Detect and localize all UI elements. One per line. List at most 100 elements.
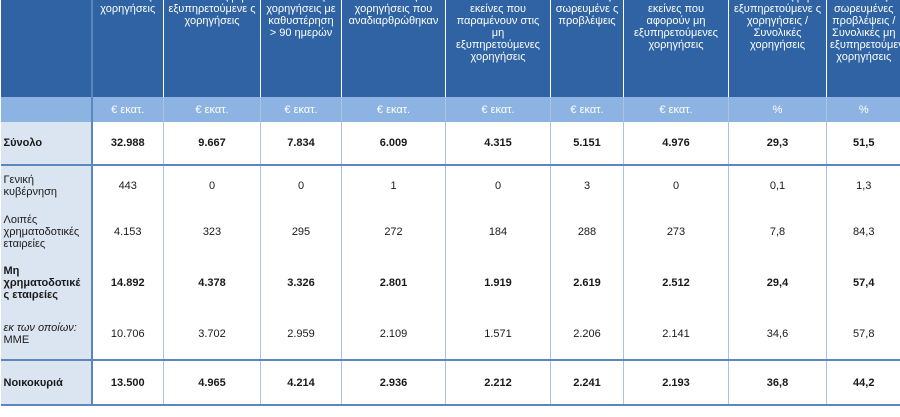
column-header: Συνολικές σωρευμένες προβλέψεις / Συνολι… (826, 0, 900, 97)
row-label-text: Λοιπές χρηματοδοτικές εταιρείες (3, 213, 80, 250)
cell-value: 4.153 (91, 205, 164, 258)
header-text: Συνολικές σωρευμένε ς προβλέψεις (554, 0, 620, 27)
data-row: Λοιπές χρηματοδοτικές εταιρείες 4.153 323 2… (0, 205, 900, 258)
column-header: Συνολικές χορηγήσεις που αναδιαρθρώθηκαν (341, 0, 446, 97)
cell-value: 10.706 (91, 308, 164, 360)
cell-value: 2.212 (445, 359, 551, 406)
unit-label: € εκατ. (163, 97, 261, 122)
row-label-text: Νοικοκυριά (3, 376, 63, 389)
cell-value: 13.500 (91, 359, 164, 406)
cell-value: 51,5 (826, 122, 900, 165)
cell-value: 3 (550, 164, 624, 205)
cell-value: 7.834 (260, 122, 342, 165)
header-label: εκείνες που αφορούν μη εξυπηρετούμενες χ… (634, 3, 718, 51)
cell-value: 443 (91, 164, 164, 205)
cell-value: 184 (445, 205, 551, 258)
unit-label: € εκατ. (550, 97, 624, 122)
header-text: Συνολικές σωρευμένες προβλέψεις / Συνολι… (830, 0, 900, 63)
data-table: Συνολικές χορηγήσεις Συνολικές μη εξυπηρε… (0, 0, 900, 406)
cell-value: 323 (163, 205, 261, 258)
cell-value: 29,4 (728, 258, 827, 308)
unit-label: € εκατ. (91, 97, 164, 122)
cell-value: 32.988 (91, 122, 164, 165)
header-label: εκείνες που παραμένουν στις μη εξυπηρετο… (456, 3, 540, 63)
header-text: Συνολικές χορηγήσεις (96, 0, 161, 15)
unit-label: € εκατ. (341, 97, 446, 122)
data-row: Σύνολο 32.988 9.667 7.834 6.009 4.315 5.151 4.9… (0, 122, 900, 165)
data-row: εκ των οποίων: ΜΜΕ 10.706 3.702 2.959 2.109 1.… (0, 308, 900, 360)
header-text: Συνολικές χορηγήσεις με καθυστέρηση > 90… (264, 0, 338, 39)
cell-value: 4.315 (445, 122, 551, 165)
row-label: Μη χρηματοδοτικέ ς εταιρείες (0, 258, 93, 308)
cell-value: 0 (445, 164, 551, 205)
cell-value: 2.936 (341, 359, 446, 406)
column-header: εκ των οποίων:εκείνες που αφορούν μη εξυ… (623, 0, 729, 97)
cell-value: 273 (623, 205, 729, 258)
data-row: Νοικοκυριά 13.500 4.965 4.214 2.936 2.212 2.24… (0, 359, 900, 406)
unit-label: € εκατ. (260, 97, 342, 122)
cell-value: 2.619 (550, 258, 624, 308)
header-label: Συνολικές χορηγήσεις (100, 0, 156, 15)
cell-value: 4.965 (163, 359, 261, 406)
cell-value: 0 (260, 164, 342, 205)
header-label: Συνολικές μη εξυπηρετούμενε ς χορηγήσεις (168, 0, 256, 27)
column-header: Συνολικές χορηγήσεις με καθυστέρηση > 90… (260, 0, 342, 97)
row-label: Γενική κυβέρνηση (0, 164, 93, 205)
cell-value: 36,8 (728, 359, 827, 406)
cell-value: 272 (341, 205, 446, 258)
cell-value: 57,8 (826, 308, 900, 360)
data-row: Μη χρηματοδοτικέ ς εταιρείες 14.892 4.378 3… (0, 258, 900, 308)
header-text: Συνολικές μη εξυπηρετούμενε ς χορηγήσεις… (732, 0, 823, 51)
data-row: Γενική κυβέρνηση 443 0 0 1 0 3 0 0,1 1,3 (0, 164, 900, 205)
row-label: Λοιπές χρηματοδοτικές εταιρείες (0, 205, 93, 258)
cell-value: 4.214 (260, 359, 342, 406)
header-text: εκ των οποίων:εκείνες που παραμένουν στι… (449, 0, 547, 63)
cell-value: 6.009 (341, 122, 446, 165)
row-italic: εκ των οποίων: (3, 321, 77, 334)
row-label: Νοικοκυριά (0, 359, 93, 406)
column-header: εκ των οποίων:εκείνες που παραμένουν στι… (445, 0, 551, 97)
row-label-text: ΜΜΕ (3, 333, 30, 346)
cell-value: 0,1 (728, 164, 827, 205)
cell-value: 2.206 (550, 308, 624, 360)
unit-label: € εκατ. (623, 97, 729, 122)
units-corner (0, 97, 93, 122)
row-label: Σύνολο (0, 122, 93, 165)
cell-value: 295 (260, 205, 342, 258)
column-header: Συνολικές χορηγήσεις (91, 0, 164, 97)
cell-value: 1,3 (826, 164, 900, 205)
cell-value: 2.959 (260, 308, 342, 360)
cell-value: 2.109 (341, 308, 446, 360)
cell-value: 44,2 (826, 359, 900, 406)
header-label: Συνολικές μη εξυπηρετούμενε ς χορηγήσεις… (733, 0, 822, 51)
cell-value: 4.378 (163, 258, 261, 308)
row-label-text: Μη χρηματοδοτικέ ς εταιρείες (3, 265, 81, 301)
cell-value: 1 (341, 164, 446, 205)
cell-value: 5.151 (550, 122, 624, 165)
header-italic: εκ των οποίων: (639, 0, 712, 3)
header-text: εκ των οποίων:εκείνες που αφορούν μη εξυ… (627, 0, 725, 51)
unit-label: % (826, 97, 900, 122)
cell-value: 0 (623, 164, 729, 205)
header-row: Συνολικές χορηγήσεις Συνολικές μη εξυπηρε… (0, 0, 900, 97)
header-italic: εκ των οποίων: (461, 0, 534, 3)
cell-value: 4.976 (623, 122, 729, 165)
column-header: Συνολικές σωρευμένε ς προβλέψεις (550, 0, 624, 97)
cell-value: 2.801 (341, 258, 446, 308)
header-label: Συνολικές χορηγήσεις που αναδιαρθρώθηκαν (348, 0, 439, 27)
header-corner (0, 0, 93, 97)
cell-value: 0 (163, 164, 261, 205)
cell-value: 288 (550, 205, 624, 258)
cell-value: 1.571 (445, 308, 551, 360)
row-label-text: Σύνολο (3, 137, 43, 149)
header-label: Συνολικές σωρευμένε ς προβλέψεις (555, 0, 619, 27)
cell-value: 29,3 (728, 122, 827, 165)
cell-value: 2.193 (623, 359, 729, 406)
unit-label: % (728, 97, 827, 122)
unit-label: € εκατ. (445, 97, 551, 122)
column-header: Συνολικές μη εξυπηρετούμενε ς χορηγήσεις (163, 0, 261, 97)
cell-value: 2.241 (550, 359, 624, 406)
row-label: εκ των οποίων: ΜΜΕ (0, 308, 93, 360)
cell-value: 2.141 (623, 308, 729, 360)
